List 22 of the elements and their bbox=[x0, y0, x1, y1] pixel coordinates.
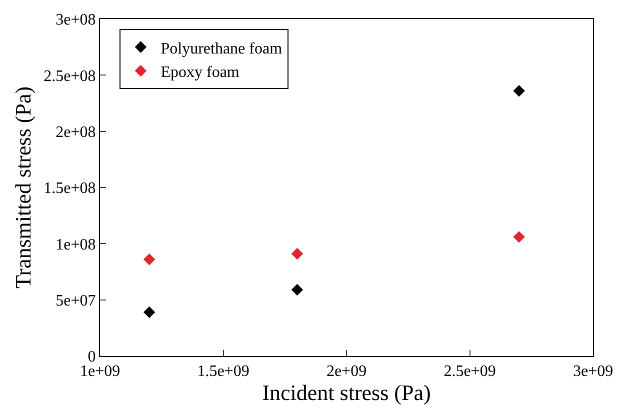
point bbox=[143, 254, 156, 266]
x-tick-label: 1e+09 bbox=[80, 363, 120, 380]
y-tick-label: 2.5e+08 bbox=[44, 68, 96, 85]
point bbox=[143, 306, 156, 318]
legend-label: Epoxy foam bbox=[160, 64, 240, 82]
x-tick-label: 2.5e+09 bbox=[444, 363, 496, 380]
point bbox=[291, 248, 304, 260]
y-axis-title: Transmitted stress (Pa) bbox=[10, 86, 36, 289]
x-tick-label: 1.5e+09 bbox=[197, 363, 250, 380]
x-tick-label: 3e+09 bbox=[572, 363, 614, 380]
y-tick-label: 3e+08 bbox=[56, 12, 96, 29]
point bbox=[513, 85, 525, 97]
y-tick-label: 1e+08 bbox=[56, 236, 96, 254]
point bbox=[291, 284, 304, 296]
point bbox=[513, 231, 525, 243]
y-tick-label: 1.5e+08 bbox=[44, 180, 96, 198]
x-tick-label: 2e+09 bbox=[326, 363, 367, 380]
y-tick-label: 2e+08 bbox=[56, 124, 96, 141]
y-tick-label: 5e+07 bbox=[56, 292, 96, 310]
legend-label: Polyurethane foam bbox=[160, 40, 283, 58]
x-axis-title: Incident stress (Pa) bbox=[262, 380, 431, 406]
y-tick-label: 0 bbox=[88, 348, 96, 366]
